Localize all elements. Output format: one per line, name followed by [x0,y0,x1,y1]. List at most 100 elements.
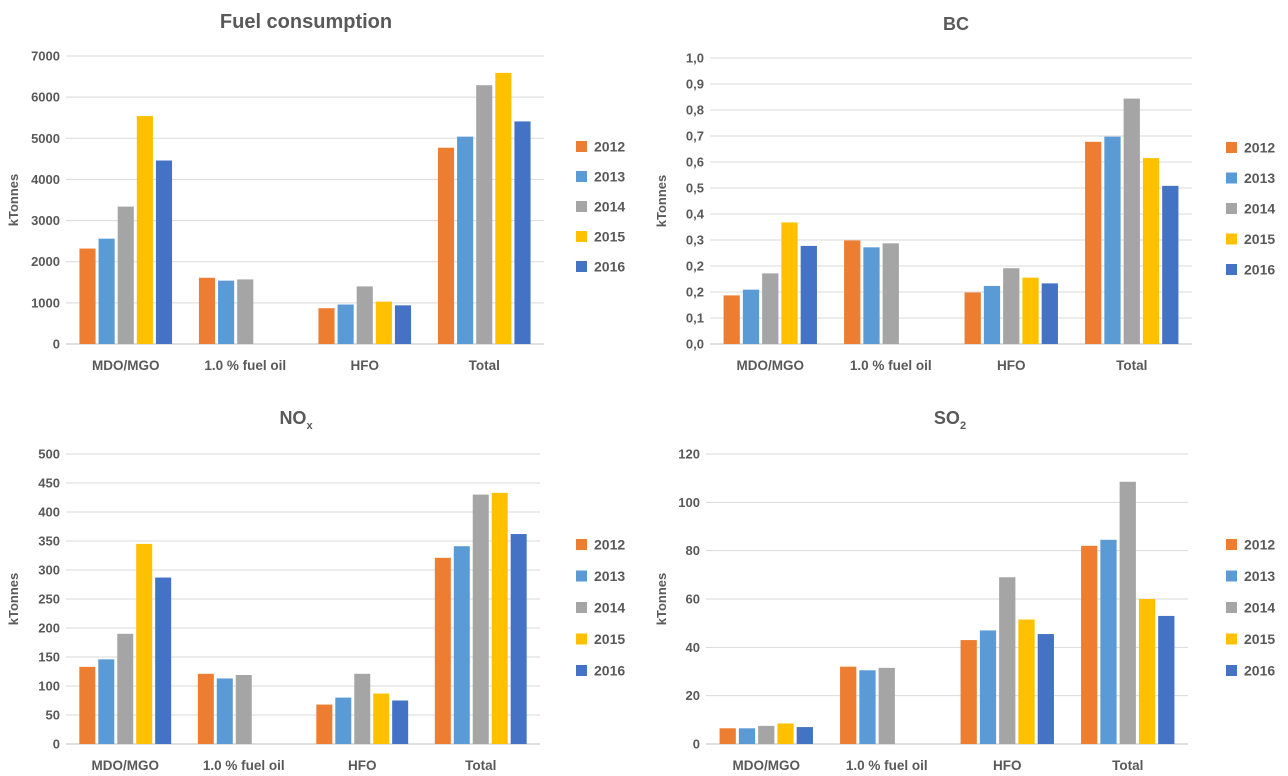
chart-title: SO2 [934,408,966,432]
bar-2013 [98,659,115,744]
bar-2016 [1041,283,1058,344]
y-tick-label: 0,4 [686,207,705,222]
legend-swatch [1226,233,1237,245]
y-tick-label: 2000 [31,254,60,269]
bar-2014 [237,279,254,344]
chart-nox: NOx 0 50 100 150 200 250 300 350 400 450 500 kTonnes… [0,388,644,776]
bar-2015 [491,492,508,744]
chart-svg: SO2 0 20 40 60 80 100 120 kTonnes MDO/MGO 1.0 % fu… [654,408,1275,773]
y-tick-label: 0,8 [686,102,704,117]
y-tick-label: 0 [53,737,60,752]
bar-2012 [844,240,861,344]
bar-2016 [800,245,817,344]
legend-label: 2014 [594,600,625,616]
x-category-label: HFO [993,758,1022,773]
bar-2015 [1142,158,1160,344]
legend-label: 2013 [594,169,625,185]
bar-2013 [98,238,115,344]
y-tick-label: 150 [38,650,60,665]
legend-label: 2014 [1244,600,1275,616]
bar-2016 [155,577,172,744]
bar-2012 [79,666,96,744]
bar-2014 [878,667,895,745]
bar-2013 [863,247,880,344]
y-tick-label: 3000 [31,213,60,228]
legend-swatch [1226,633,1237,645]
bar-2012 [960,640,977,744]
y-tick-label: 500 [38,447,60,462]
bar-2016 [394,305,412,344]
legend-label: 2015 [1244,631,1275,647]
bar-2014 [356,286,373,344]
y-tick-label: 1,0 [686,51,704,66]
bar-2015 [1018,619,1035,744]
y-tick-label: 300 [38,563,60,578]
legend-label: 2012 [594,537,625,553]
bar-2014 [1123,98,1140,344]
bar-2013 [859,670,876,744]
x-category-label: Total [465,758,496,773]
bar-2015 [373,693,390,744]
y-tick-label: 200 [38,621,60,636]
legend-swatch [1226,570,1237,582]
y-tick-label: 250 [38,592,60,607]
legend-swatch [576,539,587,550]
legend-label: 2012 [1244,537,1275,553]
chart-svg: BC 0,0 0,1 0,2 0,2 0,3 0,4 0,5 0,6 0,7 0,8 0,9 1,0 kT… [654,14,1275,373]
y-tick-label: 0,9 [686,76,704,91]
legend-swatch [1226,142,1237,153]
bar-2013 [983,285,1001,344]
y-tick-label: 0,3 [686,233,704,248]
bar-2013 [1100,539,1117,744]
legend-label: 2016 [1244,262,1275,278]
y-tick-label: 80 [686,543,700,558]
y-tick-label: 1000 [31,295,60,310]
y-tick-label: 7000 [31,49,60,64]
legend-label: 2016 [594,663,625,679]
legend-swatch [1226,264,1237,275]
bar-2014 [235,674,252,744]
y-tick-label: 20 [686,688,700,703]
y-tick-label: 4000 [31,172,60,187]
y-tick-label: 0,2 [686,285,704,300]
bar-2012 [318,308,335,344]
legend-swatch [1226,203,1237,214]
bar-2014 [117,633,134,744]
legend-swatch [1226,539,1237,550]
bar-2013 [457,136,474,344]
chart-svg: Fuel consumption 0 1000 2000 3000 4000 5000 600… [6,11,625,373]
bar-2013 [335,697,352,744]
bar-2015 [136,116,153,344]
bar-2012 [723,295,740,344]
bar-2014 [476,85,493,345]
bar-2015 [375,301,392,344]
bar-2016 [514,121,531,344]
y-tick-label: 6000 [31,90,60,105]
legend-label: 2016 [594,259,625,275]
legend-swatch [1226,172,1237,184]
x-category-label: Total [1112,758,1143,773]
legend-swatch [576,261,587,272]
y-tick-label: 40 [686,640,700,655]
y-tick-label: 0,7 [686,128,704,143]
legend-swatch [1226,665,1237,676]
bar-2015 [1022,277,1039,344]
x-category-label: MDO/MGO [737,358,805,373]
chart-bc: BC 0,0 0,1 0,2 0,2 0,3 0,4 0,5 0,6 0,7 0,8 0,9 1,0 kT… [644,0,1288,388]
chart-title: BC [943,14,969,34]
legend-label: 2014 [594,199,625,215]
bar-2014 [472,494,489,744]
y-tick-label: 0,2 [686,259,704,274]
chart-svg: NOx 0 50 100 150 200 250 300 350 400 450 500 kTonnes… [6,408,625,773]
chart-title: NOx [279,408,313,432]
bar-2016 [1162,185,1179,344]
x-category-label: 1.0 % fuel oil [203,758,285,773]
y-tick-label: 120 [678,447,700,462]
y-tick-label: 0,1 [686,311,704,326]
chart-fuel-consumption: Fuel consumption 0 1000 2000 3000 4000 5000 600… [0,0,644,388]
bar-2012 [719,728,736,744]
y-tick-label: 100 [38,679,60,694]
bar-2012 [198,277,216,344]
bar-2013 [216,678,233,744]
bar-2012 [437,147,455,344]
